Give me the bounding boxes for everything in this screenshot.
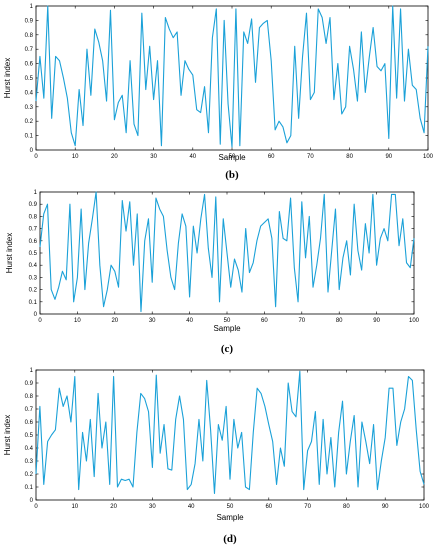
y-tick-label: 0.2: [29, 288, 38, 294]
hurst-index-series-line: [35, 5, 429, 148]
x-tick-label: 90: [385, 154, 392, 160]
x-axis-label: Sample: [213, 324, 241, 333]
x-tick-label: 80: [336, 318, 343, 324]
panel-label: (c): [221, 343, 234, 355]
y-axis-label: Hurst index: [3, 58, 12, 98]
y-tick-label: 0.7: [25, 407, 34, 413]
x-tick-label: 0: [34, 154, 38, 160]
x-tick-label: 90: [382, 504, 389, 510]
x-tick-label: 60: [268, 154, 275, 160]
y-tick-label: 0.5: [25, 433, 34, 439]
y-tick-label: 0: [34, 312, 38, 318]
y-tick-label: 0.7: [25, 47, 34, 53]
y-tick-label: 0.9: [29, 202, 38, 208]
x-tick-label: 60: [265, 504, 272, 510]
y-tick-label: 0.6: [25, 420, 34, 426]
x-tick-label: 10: [71, 504, 78, 510]
y-tick-label: 0.4: [25, 446, 34, 452]
x-tick-label: 10: [72, 154, 79, 160]
y-tick-label: 0.2: [25, 472, 34, 478]
x-tick-label: 100: [419, 504, 430, 510]
y-tick-label: 1: [30, 4, 34, 10]
chart-panel-b: 0 10 20 30 40 50 60 70 80 90 100 0 0.1 0.2 0.3 0.4 0.5 0.…: [3, 4, 434, 181]
x-tick-label: 30: [150, 154, 157, 160]
y-tick-label: 0.4: [29, 263, 38, 269]
x-tick-label: 80: [346, 154, 353, 160]
y-tick-label: 0.8: [25, 394, 34, 400]
x-tick-label: 50: [227, 504, 234, 510]
x-tick-label: 20: [111, 318, 118, 324]
x-tick-label: 40: [189, 154, 196, 160]
panel-label: (d): [223, 533, 237, 545]
x-tick-label: 100: [409, 318, 420, 324]
y-tick-label: 0.5: [29, 251, 38, 257]
y-tick-label: 0.5: [25, 76, 34, 82]
x-tick-label: 80: [343, 504, 350, 510]
x-axis-label: Sample: [216, 513, 244, 522]
x-tick-label: 40: [186, 318, 193, 324]
chart-panel-d: 0 10 20 30 40 50 60 70 80 90 100 0 0.1 0.2 0.3 0.4 0.5 0.…: [3, 368, 430, 545]
x-tick-label: 50: [229, 154, 236, 160]
y-tick-label: 0: [30, 498, 34, 504]
x-tick-label: 70: [307, 154, 314, 160]
x-tick-label: 60: [261, 318, 268, 324]
y-tick-label: 0.6: [25, 62, 34, 68]
y-tick-label: 0.1: [25, 134, 34, 140]
y-tick-label: 0.6: [29, 239, 38, 245]
x-axis-label: Sample: [218, 153, 246, 162]
x-tick-label: 0: [34, 504, 38, 510]
y-tick-label: 0.1: [29, 300, 38, 306]
chart-panel-c: 0 10 20 30 40 50 60 70 80 90 100 0 0.1 0.2 0.3 0.4 0.5 0.…: [5, 190, 420, 355]
x-tick-label: 90: [373, 318, 380, 324]
x-tick-label: 40: [188, 504, 195, 510]
x-tick-label: 30: [149, 318, 156, 324]
y-tick-label: 0.3: [25, 105, 34, 111]
y-tick-label: 0.7: [29, 227, 38, 233]
y-tick-label: 0.8: [29, 214, 38, 220]
x-tick-label: 70: [304, 504, 311, 510]
x-tick-label: 100: [423, 154, 434, 160]
y-tick-label: 0.1: [25, 485, 34, 491]
y-tick-label: 0: [30, 148, 34, 154]
y-tick-label: 0.3: [29, 275, 38, 281]
y-tick-label: 0.9: [25, 381, 34, 387]
x-tick-label: 70: [298, 318, 305, 324]
x-tick-label: 30: [149, 504, 156, 510]
hurst-index-series-line: [35, 370, 425, 495]
y-axis-label: Hurst index: [5, 233, 14, 273]
y-axis-label: Hurst index: [3, 415, 12, 455]
plot-area-frame: [35, 369, 425, 501]
y-tick-label: 1: [34, 190, 38, 196]
x-tick-label: 50: [224, 318, 231, 324]
y-tick-label: 0.3: [25, 459, 34, 465]
x-tick-label: 20: [110, 504, 117, 510]
x-tick-label: 0: [38, 318, 42, 324]
y-tick-label: 0.8: [25, 33, 34, 39]
y-tick-label: 0.4: [25, 90, 34, 96]
y-tick-label: 1: [30, 368, 34, 374]
x-tick-label: 10: [74, 318, 81, 324]
hurst-index-series-line: [39, 191, 415, 313]
panel-label: (b): [225, 169, 239, 181]
y-tick-label: 0.2: [25, 119, 34, 125]
y-tick-label: 0.9: [25, 18, 34, 24]
x-tick-label: 20: [111, 154, 118, 160]
